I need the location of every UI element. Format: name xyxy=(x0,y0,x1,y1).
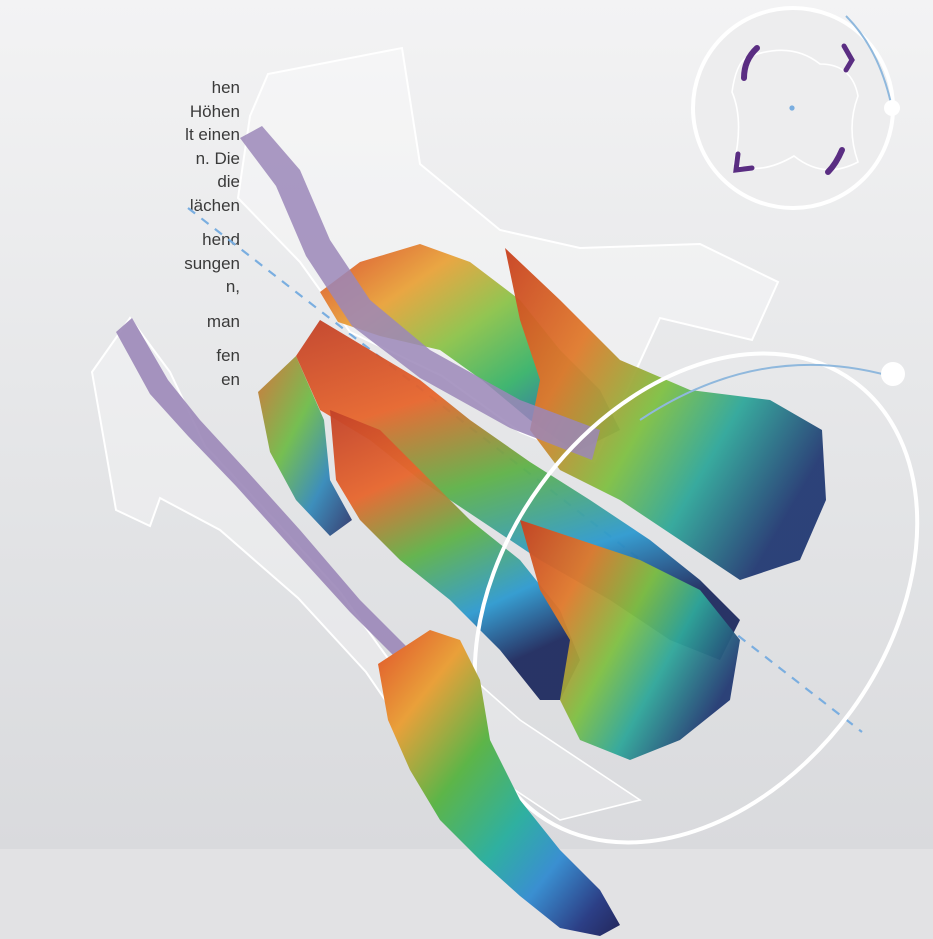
inset-handle[interactable] xyxy=(884,100,900,116)
orbit-handle[interactable] xyxy=(881,362,905,386)
circle-inset xyxy=(693,8,900,208)
